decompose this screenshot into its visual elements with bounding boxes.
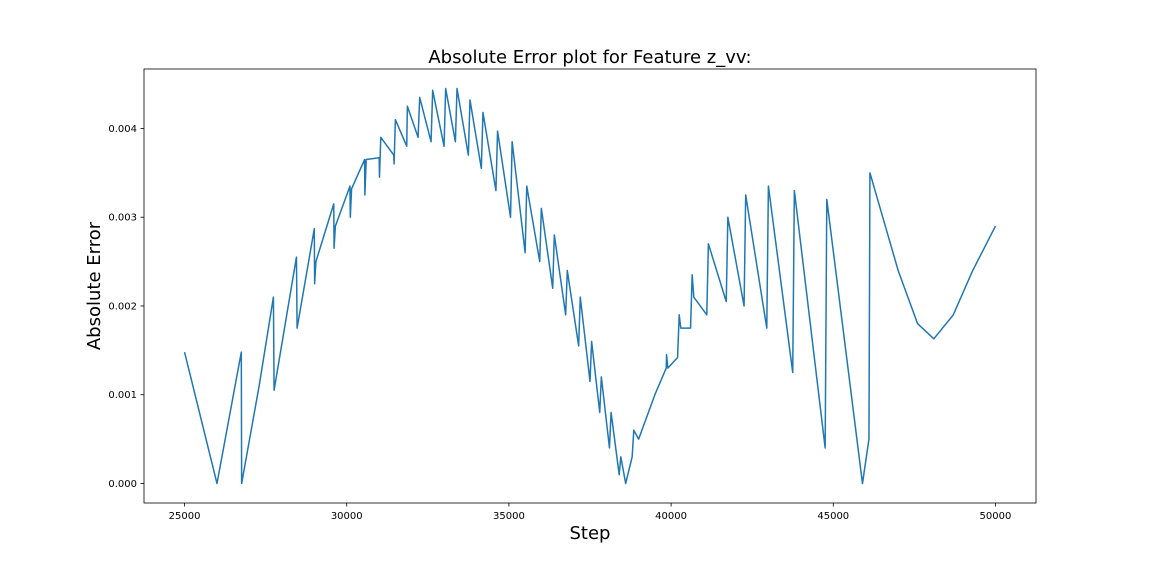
y-axis-label: Absolute Error (84, 221, 105, 350)
chart-title: Absolute Error plot for Feature z_vv: (428, 47, 751, 68)
y-tick-label: 0.004 (108, 124, 137, 135)
x-tick-label: 35000 (493, 511, 525, 522)
x-tick-label: 40000 (655, 511, 687, 522)
data-line (183, 87, 997, 485)
x-tick-label: 50000 (980, 511, 1012, 522)
x-tick-label: 30000 (331, 511, 363, 522)
x-axis-label: Step (570, 523, 611, 544)
x-tick-label: 45000 (817, 511, 849, 522)
axes-frame (143, 68, 1037, 504)
x-tick-label: 25000 (169, 511, 201, 522)
y-tick-label: 0.003 (108, 213, 137, 224)
y-tick-label: 0.002 (108, 301, 137, 312)
y-tick-label: 0.001 (108, 390, 137, 401)
y-tick-label: 0.000 (108, 479, 137, 490)
